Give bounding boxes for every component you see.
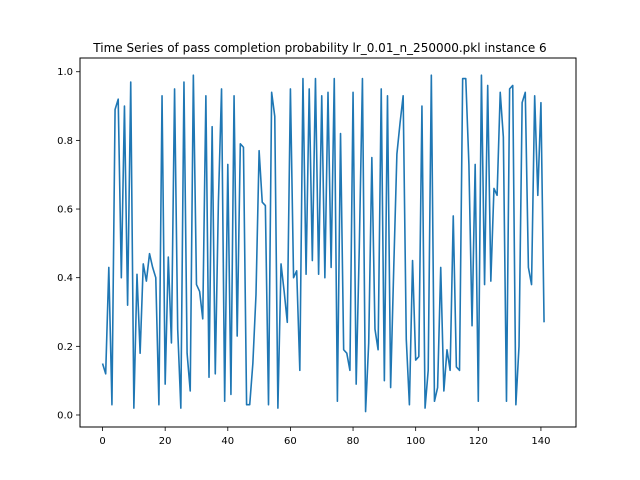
x-tick-label: 0 <box>99 436 105 447</box>
x-tick-label: 100 <box>406 436 425 447</box>
y-tick-label: 0.6 <box>57 205 73 216</box>
y-tick-label: 0.0 <box>57 410 73 421</box>
y-tick-label: 0.8 <box>57 136 73 147</box>
y-axis-ticks: 0.0 0.2 0.4 0.6 0.8 1.0 <box>57 67 80 421</box>
plot-area <box>101 74 545 413</box>
x-tick-label: 140 <box>531 436 550 447</box>
axes-frame <box>79 57 577 428</box>
y-tick-label: 0.2 <box>57 342 73 353</box>
chart-title: Time Series of pass completion probabili… <box>92 41 546 55</box>
y-tick-label: 0.4 <box>57 273 73 284</box>
x-tick-label: 60 <box>284 436 297 447</box>
series-line-0 <box>101 74 545 413</box>
y-tick-label: 1.0 <box>57 67 73 78</box>
x-tick-label: 120 <box>469 436 488 447</box>
x-tick-label: 80 <box>347 436 360 447</box>
x-tick-label: 20 <box>159 436 172 447</box>
x-tick-label: 40 <box>221 436 234 447</box>
x-axis-ticks: 0 20 40 60 80 100 120 140 <box>99 427 550 447</box>
